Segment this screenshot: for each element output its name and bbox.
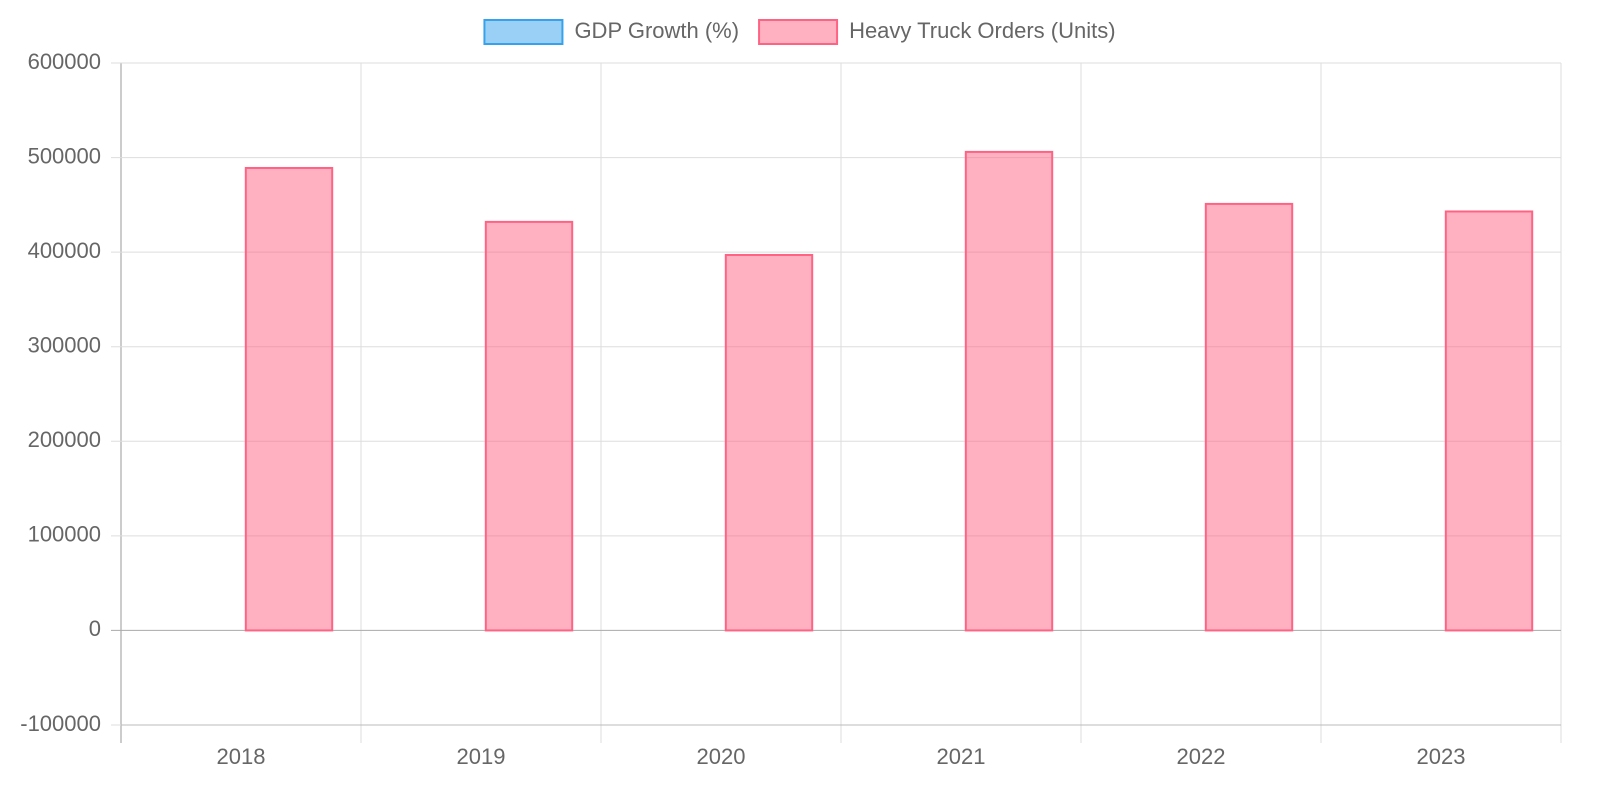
y-tick-label: 0 [89, 616, 101, 641]
x-tick-label: 2020 [697, 744, 746, 769]
legend-swatch [758, 19, 839, 45]
bar [1204, 202, 1294, 632]
y-tick-label: 400000 [28, 238, 101, 263]
bar [484, 220, 574, 632]
bar [244, 166, 334, 632]
legend: GDP Growth (%) Heavy Truck Orders (Units) [483, 18, 1116, 45]
bar [1444, 210, 1534, 632]
bar [724, 253, 814, 632]
x-tick-label: 2023 [1417, 744, 1466, 769]
y-tick-label: -100000 [20, 711, 101, 736]
y-tick-label: 500000 [28, 143, 101, 168]
y-tick-label: 100000 [28, 522, 101, 547]
x-tick-label: 2019 [457, 744, 506, 769]
y-tick-label: 200000 [28, 427, 101, 452]
y-tick-label: 600000 [28, 49, 101, 74]
x-tick-label: 2021 [937, 744, 986, 769]
y-tick-label: 300000 [28, 333, 101, 358]
bar [964, 150, 1054, 632]
legend-swatch [483, 19, 564, 45]
legend-label: Heavy Truck Orders (Units) [849, 18, 1116, 43]
legend-label: GDP Growth (%) [574, 18, 739, 43]
x-tick-label: 2018 [217, 744, 266, 769]
x-tick-label: 2022 [1177, 744, 1226, 769]
